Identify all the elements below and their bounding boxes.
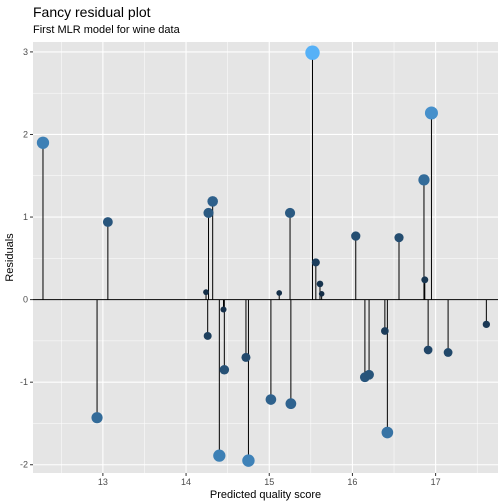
data-point xyxy=(423,345,433,355)
chart-subtitle: First MLR model for wine data xyxy=(33,24,181,36)
y-axis-title: Residuals xyxy=(4,233,16,282)
data-point xyxy=(284,207,296,218)
data-point xyxy=(311,258,320,267)
x-tick-label: 16 xyxy=(347,477,357,487)
data-point xyxy=(276,290,283,296)
data-point xyxy=(242,454,255,467)
plot-panel xyxy=(33,42,498,473)
data-point xyxy=(424,106,438,120)
data-point xyxy=(36,136,50,149)
data-point xyxy=(351,231,361,241)
x-tick-label: 13 xyxy=(98,477,108,487)
y-axis: -2 -1 0 1 2 3 xyxy=(20,47,33,470)
x-axis-title: Predicted quality score xyxy=(210,489,321,501)
data-point xyxy=(305,45,320,60)
data-point xyxy=(102,217,113,227)
data-point xyxy=(241,352,251,362)
y-tick-label: 2 xyxy=(23,129,28,139)
y-tick-label: 0 xyxy=(23,295,28,305)
data-point xyxy=(285,398,297,410)
x-tick-label: 17 xyxy=(431,477,441,487)
data-point xyxy=(220,306,227,313)
data-point xyxy=(381,426,394,439)
y-tick-label: -2 xyxy=(20,460,28,470)
y-tick-label: -1 xyxy=(20,377,28,387)
data-point xyxy=(381,327,389,335)
data-point xyxy=(203,207,214,218)
data-point xyxy=(207,196,218,207)
residual-points xyxy=(36,45,491,467)
data-point xyxy=(265,394,277,405)
data-point xyxy=(91,412,103,424)
data-point xyxy=(394,233,404,243)
data-point xyxy=(318,291,325,297)
x-axis: 13 14 15 16 17 xyxy=(98,473,441,487)
y-tick-label: 1 xyxy=(23,212,28,222)
data-point xyxy=(421,276,429,284)
x-tick-label: 14 xyxy=(181,477,191,487)
data-point xyxy=(219,365,230,375)
x-tick-label: 15 xyxy=(264,477,274,487)
data-point xyxy=(443,348,453,357)
data-point xyxy=(203,289,209,296)
y-tick-label: 3 xyxy=(23,47,28,57)
data-point xyxy=(316,280,324,288)
chart-title: Fancy residual plot xyxy=(33,4,151,20)
data-point xyxy=(418,174,430,186)
data-point xyxy=(203,331,212,340)
data-point xyxy=(364,369,374,380)
data-point xyxy=(213,449,226,462)
data-point xyxy=(482,320,491,329)
residual-stems xyxy=(42,52,487,461)
